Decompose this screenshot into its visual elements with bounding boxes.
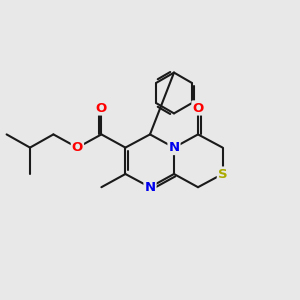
Text: S: S: [218, 167, 227, 181]
Text: O: O: [192, 101, 204, 115]
Text: N: N: [168, 141, 180, 154]
Text: O: O: [72, 141, 83, 154]
Text: N: N: [144, 181, 156, 194]
Text: O: O: [96, 101, 107, 115]
